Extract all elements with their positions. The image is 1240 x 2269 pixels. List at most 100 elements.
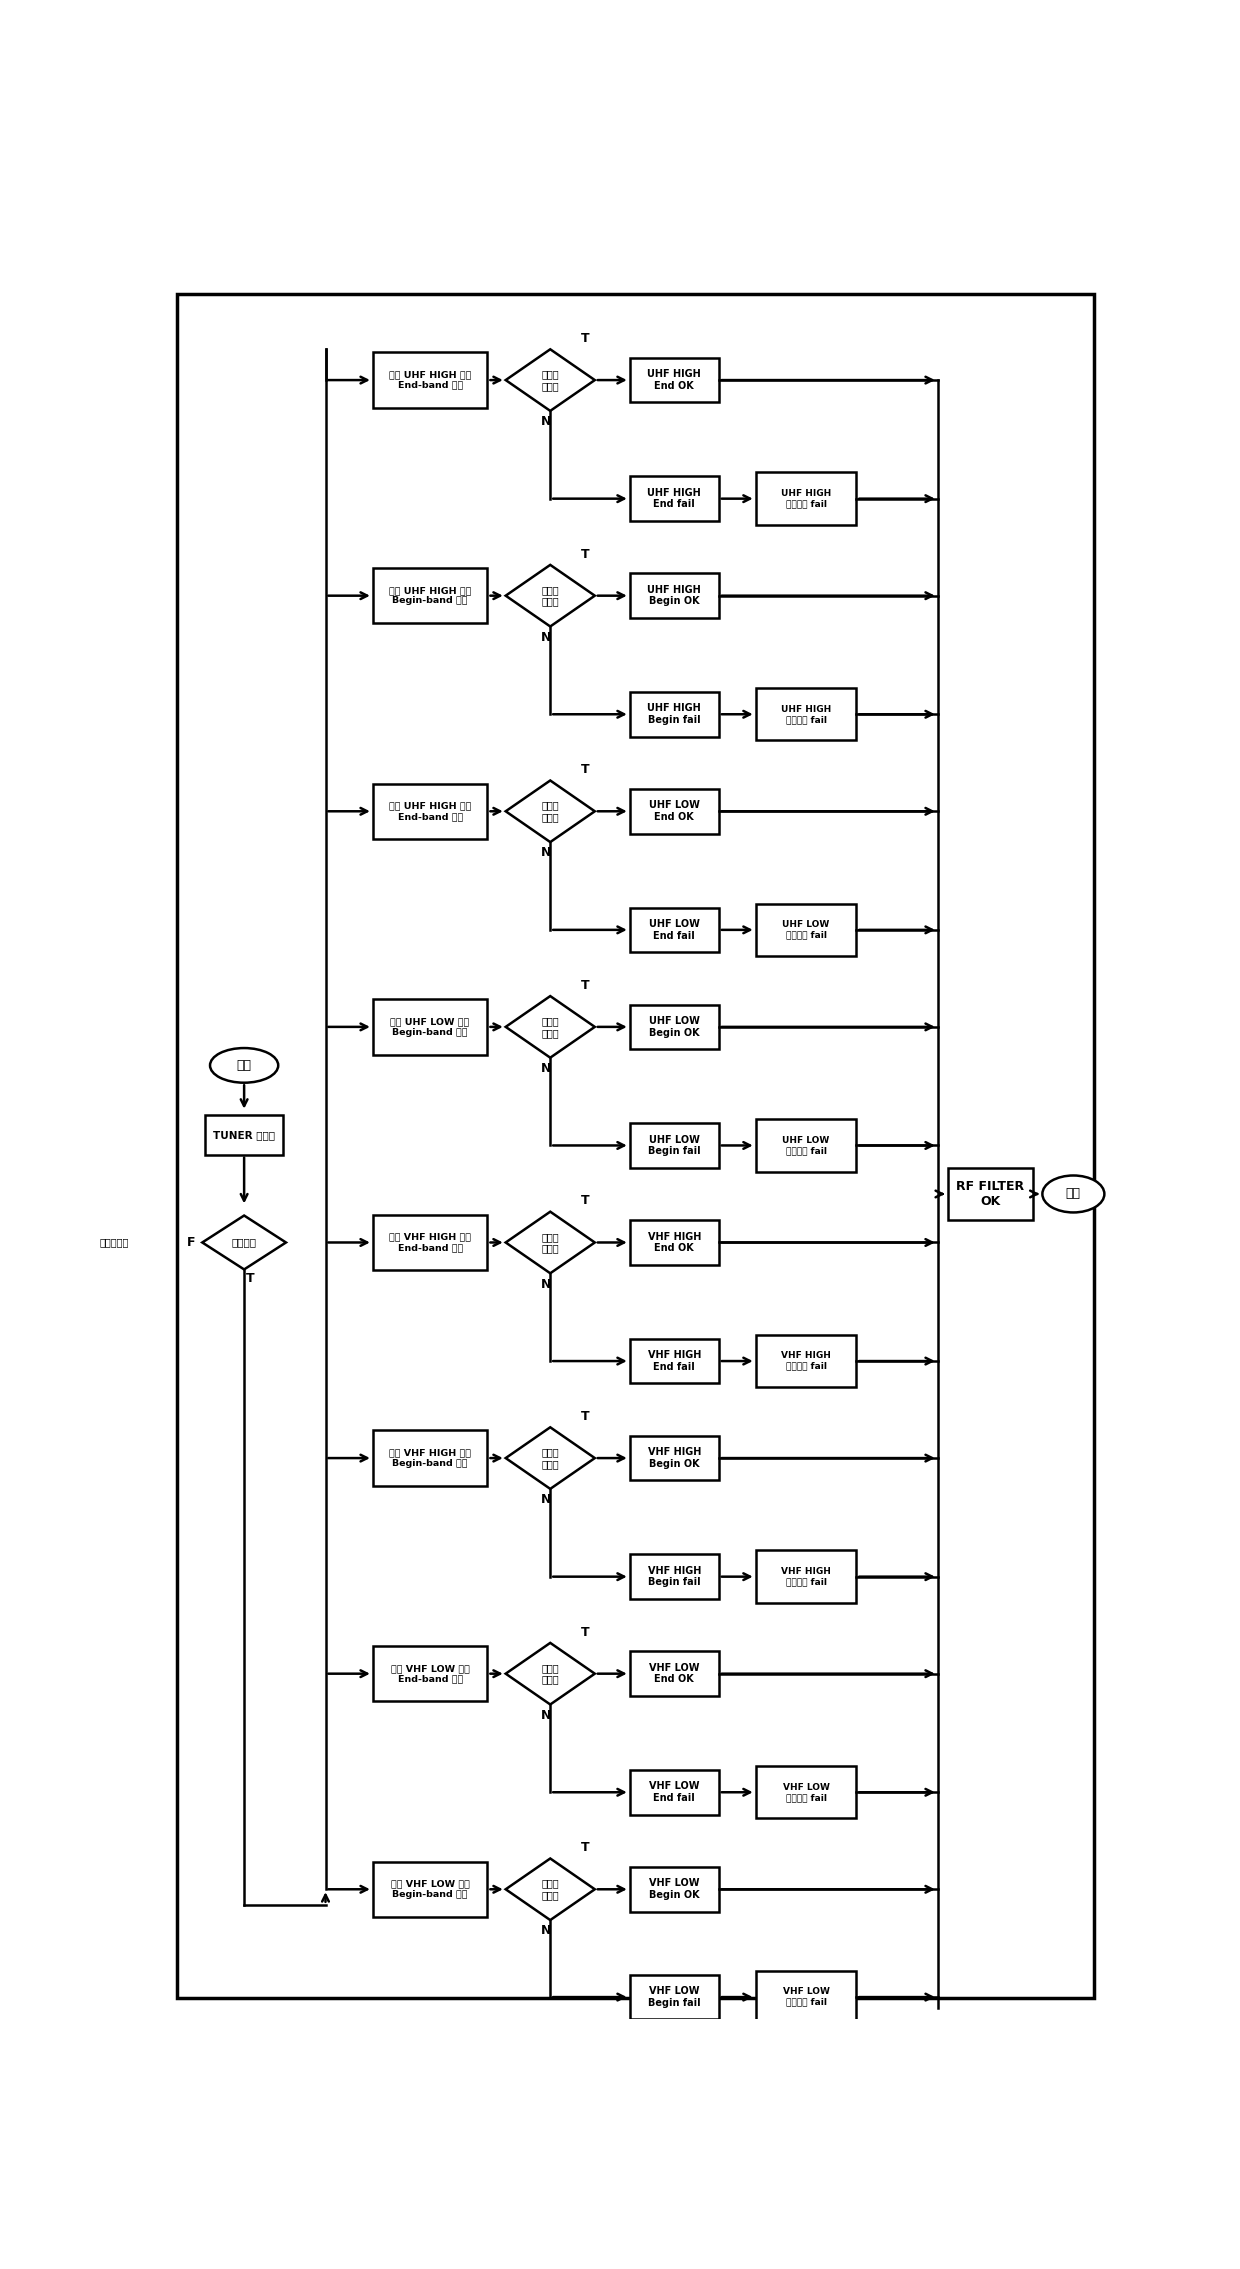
FancyBboxPatch shape xyxy=(755,1119,857,1171)
Text: UHF HIGH
Begin fail: UHF HIGH Begin fail xyxy=(647,703,701,726)
FancyBboxPatch shape xyxy=(630,1005,719,1048)
FancyBboxPatch shape xyxy=(630,1867,719,1910)
FancyBboxPatch shape xyxy=(630,1652,719,1695)
Polygon shape xyxy=(506,1643,595,1704)
Text: VHF HIGH
调整电容 fail: VHF HIGH 调整电容 fail xyxy=(781,1352,831,1370)
Text: T: T xyxy=(580,1193,589,1207)
Text: N: N xyxy=(541,1493,551,1507)
Text: VHF HIGH
Begin fail: VHF HIGH Begin fail xyxy=(647,1566,701,1588)
Text: 满足数
量范围: 满足数 量范围 xyxy=(542,1663,559,1684)
Text: UHF LOW
Begin OK: UHF LOW Begin OK xyxy=(649,1017,699,1037)
Text: T: T xyxy=(580,1840,589,1854)
FancyBboxPatch shape xyxy=(947,1169,1033,1221)
Text: T: T xyxy=(580,1625,589,1638)
Text: N: N xyxy=(541,1062,551,1076)
Text: T: T xyxy=(580,762,589,776)
FancyBboxPatch shape xyxy=(630,1554,719,1600)
Text: UHF LOW
调整电容 fail: UHF LOW 调整电容 fail xyxy=(782,921,830,939)
Text: 初始化失败: 初始化失败 xyxy=(99,1237,129,1248)
Text: T: T xyxy=(580,547,589,560)
FancyBboxPatch shape xyxy=(755,903,857,955)
Text: VHF LOW
调整电容 fail: VHF LOW 调整电容 fail xyxy=(782,1988,830,2006)
Text: RF FILTER
OK: RF FILTER OK xyxy=(956,1180,1024,1207)
Text: UHF LOW
Begin fail: UHF LOW Begin fail xyxy=(649,1134,701,1157)
Text: UHF LOW
End fail: UHF LOW End fail xyxy=(649,919,699,942)
Text: 检测 VHF HIGH 波段
End-band 电容: 检测 VHF HIGH 波段 End-band 电容 xyxy=(389,1232,471,1252)
Polygon shape xyxy=(506,996,595,1057)
Text: VHF LOW
End fail: VHF LOW End fail xyxy=(649,1781,699,1804)
Polygon shape xyxy=(506,1427,595,1488)
Text: VHF LOW
Begin OK: VHF LOW Begin OK xyxy=(649,1879,699,1899)
FancyBboxPatch shape xyxy=(630,908,719,953)
Text: VHF LOW
End OK: VHF LOW End OK xyxy=(649,1663,699,1684)
Text: VHF LOW
Begin fail: VHF LOW Begin fail xyxy=(649,1985,701,2008)
FancyBboxPatch shape xyxy=(373,1429,487,1486)
FancyBboxPatch shape xyxy=(630,359,719,402)
Text: UHF LOW
End OK: UHF LOW End OK xyxy=(649,801,699,821)
Polygon shape xyxy=(506,1212,595,1273)
Text: 检测 VHF LOW 波段
Begin-band 电容: 检测 VHF LOW 波段 Begin-band 电容 xyxy=(391,1879,470,1899)
FancyBboxPatch shape xyxy=(373,352,487,408)
FancyBboxPatch shape xyxy=(630,692,719,737)
Text: T: T xyxy=(580,978,589,992)
Text: 检测 UHF HIGH 波段
End-band 电容: 检测 UHF HIGH 波段 End-band 电容 xyxy=(389,370,471,390)
Text: N: N xyxy=(541,1277,551,1291)
Text: 检测 VHF LOW 波段
End-band 电容: 检测 VHF LOW 波段 End-band 电容 xyxy=(391,1663,470,1684)
FancyBboxPatch shape xyxy=(755,1334,857,1386)
Text: VHF HIGH
Begin OK: VHF HIGH Begin OK xyxy=(647,1448,701,1468)
FancyBboxPatch shape xyxy=(630,1436,719,1479)
Text: T: T xyxy=(580,331,589,345)
Text: VHF LOW
调整电容 fail: VHF LOW 调整电容 fail xyxy=(782,1783,830,1802)
Text: 状态检测: 状态检测 xyxy=(232,1237,257,1248)
FancyBboxPatch shape xyxy=(176,295,1095,1997)
Polygon shape xyxy=(506,565,595,626)
Ellipse shape xyxy=(210,1048,278,1082)
FancyBboxPatch shape xyxy=(630,476,719,522)
Text: T: T xyxy=(246,1273,254,1284)
FancyBboxPatch shape xyxy=(373,1861,487,1917)
Polygon shape xyxy=(506,349,595,411)
FancyBboxPatch shape xyxy=(630,1974,719,2019)
FancyBboxPatch shape xyxy=(755,1972,857,2024)
Text: VHF HIGH
End fail: VHF HIGH End fail xyxy=(647,1350,701,1373)
Text: 检测 UHF HIGH 波段
End-band 电容: 检测 UHF HIGH 波段 End-band 电容 xyxy=(389,801,471,821)
Text: 满足数
量范围: 满足数 量范围 xyxy=(542,585,559,606)
Polygon shape xyxy=(202,1216,286,1268)
Text: 开始: 开始 xyxy=(237,1060,252,1071)
Text: TUNER 初始化: TUNER 初始化 xyxy=(213,1130,275,1139)
FancyBboxPatch shape xyxy=(630,574,719,617)
Text: 检测 UHF LOW 波段
Begin-band 电容: 检测 UHF LOW 波段 Begin-band 电容 xyxy=(391,1017,470,1037)
Text: UHF HIGH
调整电容 fail: UHF HIGH 调整电容 fail xyxy=(781,706,831,724)
FancyBboxPatch shape xyxy=(373,1645,487,1702)
Text: N: N xyxy=(541,1924,551,1938)
FancyBboxPatch shape xyxy=(373,1214,487,1271)
Text: 检测 VHF HIGH 波段
Begin-band 电容: 检测 VHF HIGH 波段 Begin-band 电容 xyxy=(389,1448,471,1468)
Text: N: N xyxy=(541,846,551,860)
Text: 结束: 结束 xyxy=(1066,1187,1081,1200)
Text: N: N xyxy=(541,415,551,429)
FancyBboxPatch shape xyxy=(755,688,857,740)
Polygon shape xyxy=(506,1858,595,1920)
FancyBboxPatch shape xyxy=(755,1550,857,1602)
Text: T: T xyxy=(580,1409,589,1423)
Text: 满足数
量范围: 满足数 量范围 xyxy=(542,1017,559,1037)
Text: 满足数
量范围: 满足数 量范围 xyxy=(542,1448,559,1468)
Text: 满足数
量范围: 满足数 量范围 xyxy=(542,1879,559,1899)
Text: UHF HIGH
调整电容 fail: UHF HIGH 调整电容 fail xyxy=(781,488,831,508)
Text: N: N xyxy=(541,631,551,644)
FancyBboxPatch shape xyxy=(630,1770,719,1815)
Text: F: F xyxy=(187,1237,196,1248)
Text: UHF HIGH
Begin OK: UHF HIGH Begin OK xyxy=(647,585,701,606)
Text: VHF HIGH
End OK: VHF HIGH End OK xyxy=(647,1232,701,1252)
FancyBboxPatch shape xyxy=(755,1765,857,1817)
Text: VHF HIGH
调整电容 fail: VHF HIGH 调整电容 fail xyxy=(781,1568,831,1586)
FancyBboxPatch shape xyxy=(373,998,487,1055)
FancyBboxPatch shape xyxy=(373,567,487,624)
FancyBboxPatch shape xyxy=(755,472,857,524)
Text: 满足数
量范围: 满足数 量范围 xyxy=(542,370,559,390)
Text: UHF HIGH
End OK: UHF HIGH End OK xyxy=(647,370,701,390)
Polygon shape xyxy=(506,781,595,842)
FancyBboxPatch shape xyxy=(373,783,487,840)
Text: 检测 UHF HIGH 波段
Begin-band 电容: 检测 UHF HIGH 波段 Begin-band 电容 xyxy=(389,585,471,606)
Ellipse shape xyxy=(1043,1175,1105,1212)
